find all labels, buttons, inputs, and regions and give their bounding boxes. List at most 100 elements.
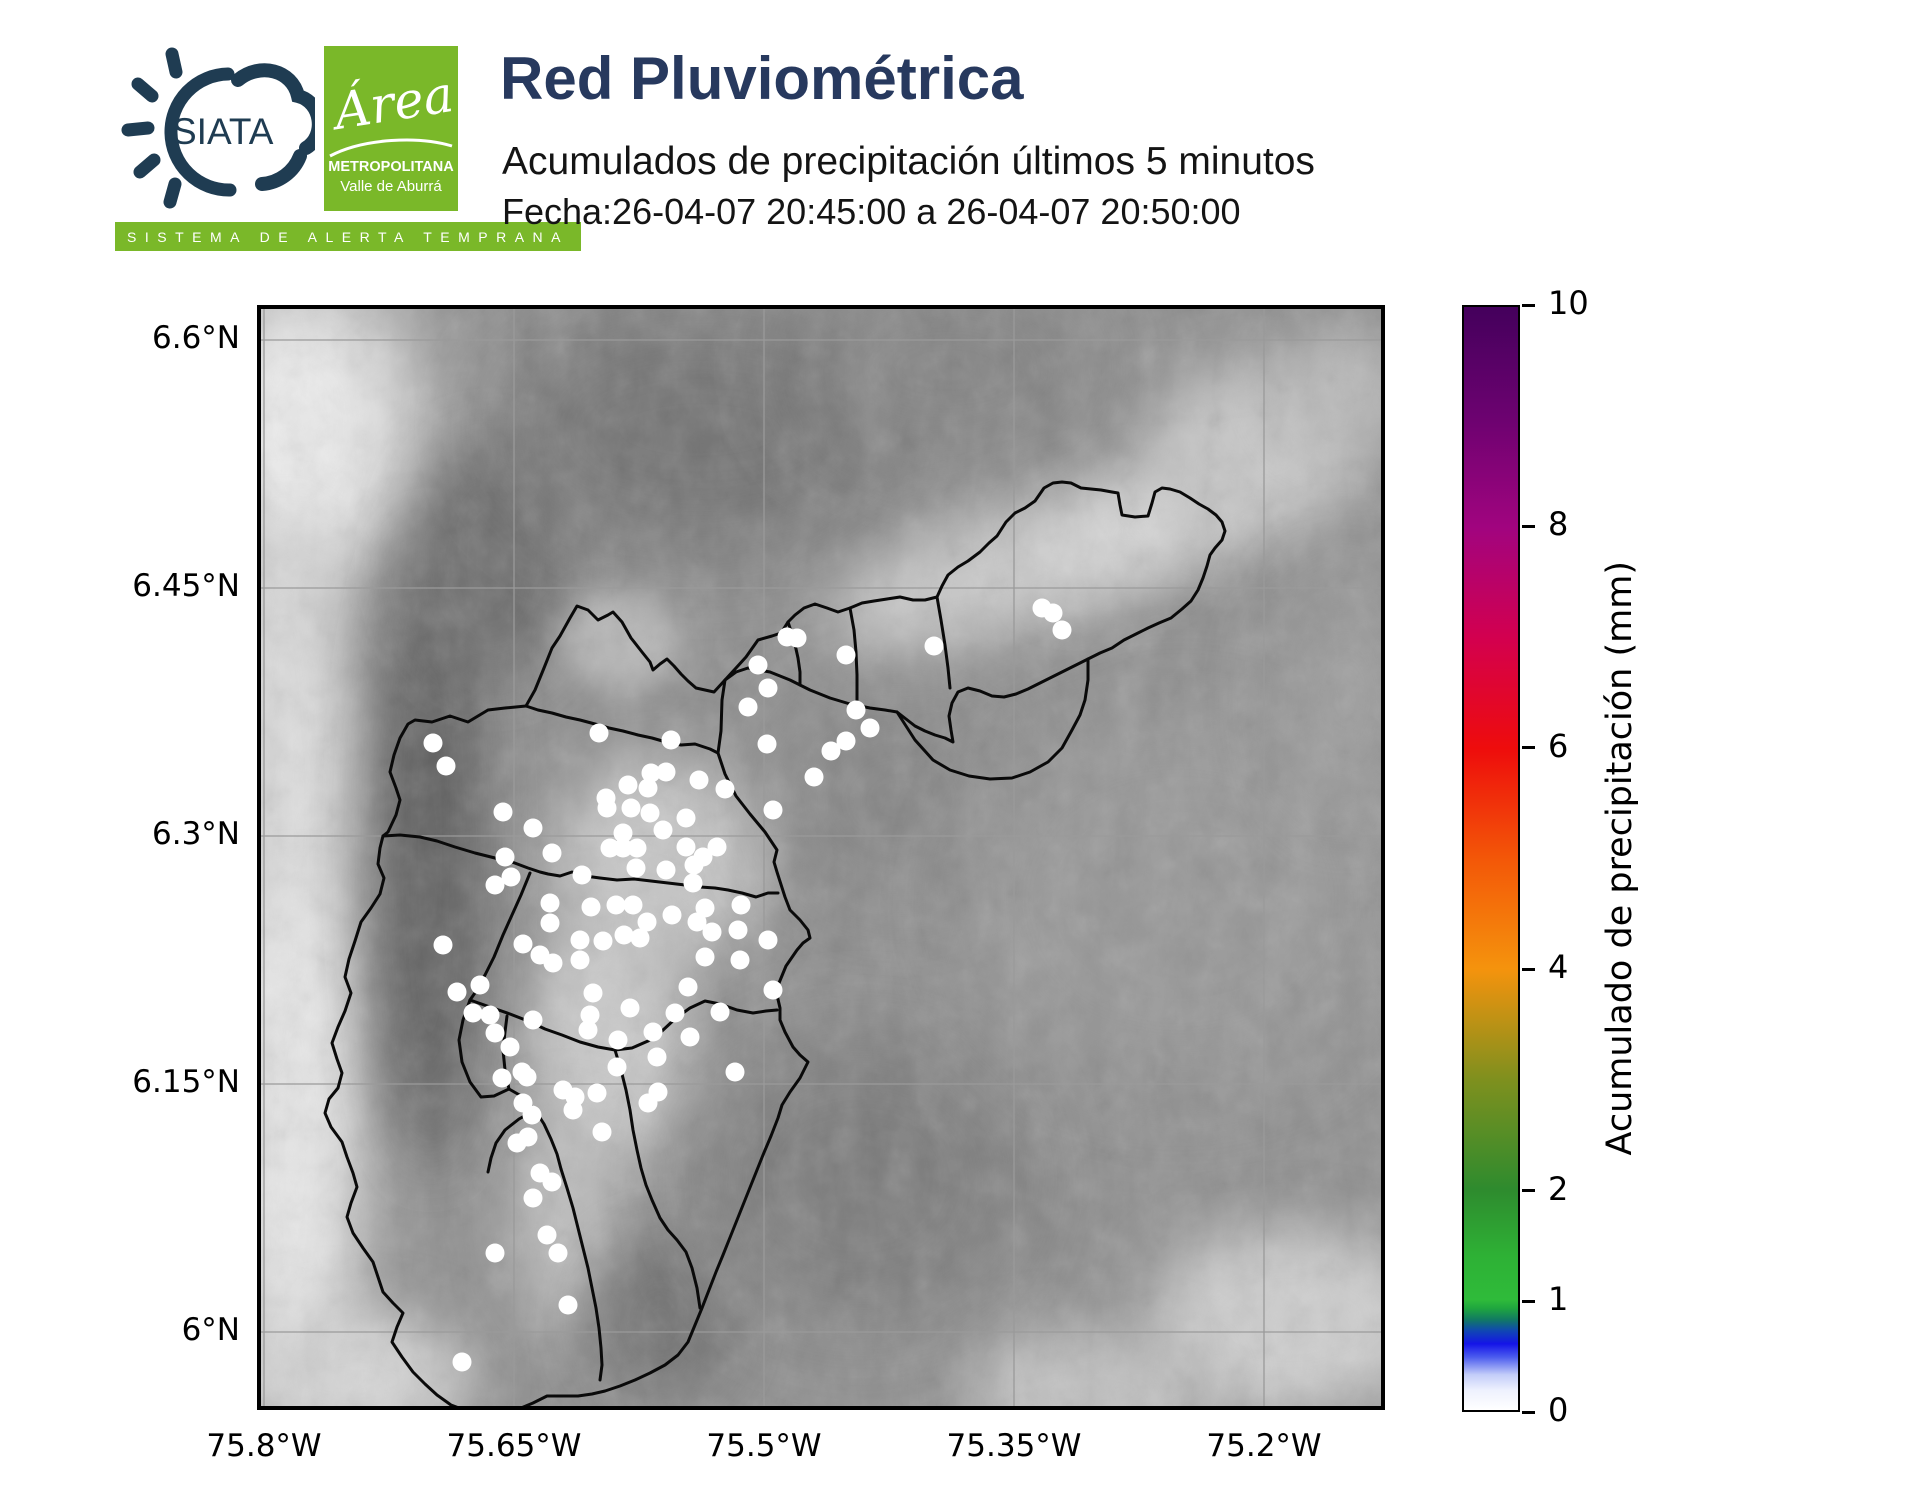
colorbar-tick-label: 0 bbox=[1548, 1391, 1569, 1429]
siata-banner: SISTEMA DE ALERTA TEMPRANA bbox=[115, 222, 581, 251]
rain-gauge-station-dot bbox=[523, 818, 543, 838]
page-subtitle: Acumulados de precipitación últimos 5 mi… bbox=[502, 140, 1315, 183]
rain-gauge-station-dot bbox=[627, 838, 647, 858]
rain-gauge-station-dot bbox=[501, 867, 521, 887]
rain-gauge-station-dot bbox=[653, 820, 673, 840]
rain-gauge-station-dot bbox=[522, 1105, 542, 1125]
rain-gauge-station-dot bbox=[758, 678, 778, 698]
rain-gauge-station-dot bbox=[485, 1023, 505, 1043]
rain-gauge-station-dot bbox=[683, 873, 703, 893]
rain-gauge-station-dot bbox=[614, 925, 634, 945]
municipality-boundary bbox=[935, 595, 952, 690]
colorbar-tick-label: 1 bbox=[1548, 1280, 1569, 1319]
rain-gauge-station-dot bbox=[1043, 603, 1063, 623]
rain-gauge-station-dot bbox=[641, 763, 661, 783]
rain-gauge-station-dot bbox=[523, 1010, 543, 1030]
rain-gauge-station-dot bbox=[846, 700, 866, 720]
page-title: Red Pluviométrica bbox=[500, 45, 1024, 112]
rain-gauge-station-dot bbox=[436, 756, 456, 776]
colorbar-tick-label: 6 bbox=[1548, 726, 1569, 765]
municipality-boundary bbox=[524, 704, 720, 755]
rain-gauge-station-dot bbox=[757, 734, 777, 754]
rain-gauge-station-dot bbox=[676, 808, 696, 828]
rain-gauge-station-dot bbox=[423, 733, 443, 753]
rain-gauge-station-dot bbox=[763, 800, 783, 820]
siata-logo: SIATA bbox=[110, 32, 326, 222]
municipality-boundary bbox=[323, 678, 812, 1410]
rain-gauge-station-dot bbox=[836, 645, 856, 665]
map-canvas bbox=[257, 305, 1385, 1410]
rain-gauge-station-dot bbox=[638, 1093, 658, 1113]
rain-gauge-station-dot bbox=[613, 838, 633, 858]
x-tick-label: 75.35°W bbox=[946, 1428, 1082, 1464]
siata-sun-cloud-icon: SIATA bbox=[121, 47, 326, 209]
x-tick-label: 75.2°W bbox=[1206, 1428, 1322, 1464]
date-range: Fecha:26-04-07 20:45:00 a 26-04-07 20:50… bbox=[502, 191, 1241, 232]
rain-gauge-station-dot bbox=[620, 998, 640, 1018]
rain-gauge-station-dot bbox=[787, 628, 807, 648]
map-frame bbox=[257, 305, 1385, 1410]
rain-gauge-station-dot bbox=[493, 802, 513, 822]
x-tick-label: 75.8°W bbox=[206, 1428, 322, 1464]
area-logo-valle: Valle de Aburrá bbox=[340, 178, 442, 195]
rain-gauge-station-dot bbox=[580, 1005, 600, 1025]
rain-gauge-station-dot bbox=[695, 898, 715, 918]
rain-gauge-station-dot bbox=[640, 803, 660, 823]
rain-gauge-station-dot bbox=[728, 920, 748, 940]
rain-gauge-station-dot bbox=[665, 1003, 685, 1023]
rain-gauge-station-dot bbox=[821, 741, 841, 761]
rain-gauge-station-dot bbox=[540, 893, 560, 913]
municipality-boundary bbox=[486, 1108, 537, 1174]
colorbar-tick-mark bbox=[1522, 1189, 1535, 1193]
rain-gauge-station-dot bbox=[678, 977, 698, 997]
y-tick-label: 6.6°N bbox=[152, 320, 240, 356]
rain-gauge-station-dot bbox=[689, 770, 709, 790]
rain-gauge-station-dot bbox=[695, 947, 715, 967]
rain-gauge-station-dot bbox=[583, 983, 603, 1003]
colorbar-tick-label: 10 bbox=[1548, 284, 1589, 322]
rain-gauge-station-dot bbox=[548, 1243, 568, 1263]
rain-gauge-station-dot bbox=[540, 913, 560, 933]
area-logo-flourish bbox=[329, 138, 453, 158]
station-dots-layer bbox=[423, 598, 1072, 1372]
municipality-boundaries-layer bbox=[323, 480, 1227, 1410]
municipality-boundary bbox=[613, 1048, 702, 1310]
y-tick-label: 6.45°N bbox=[132, 568, 240, 604]
municipality-boundary bbox=[524, 604, 727, 708]
x-tick-label: 75.65°W bbox=[446, 1428, 582, 1464]
rain-gauge-station-dot bbox=[600, 838, 620, 858]
municipality-boundary bbox=[559, 1167, 604, 1382]
rain-gauge-station-dot bbox=[570, 930, 590, 950]
area-metropolitana-logo: Área METROPOLITANA Valle de Aburrá bbox=[324, 46, 458, 211]
municipality-boundary bbox=[457, 998, 563, 1171]
rain-gauge-station-dot bbox=[661, 730, 681, 750]
rain-gauge-station-dot bbox=[630, 928, 650, 948]
rain-gauge-station-dot bbox=[680, 1027, 700, 1047]
rain-gauge-station-dot bbox=[643, 1022, 663, 1042]
terrain-layer bbox=[257, 305, 1385, 1410]
rain-gauge-station-dot bbox=[507, 1133, 527, 1153]
colorbar-tick-mark bbox=[1522, 524, 1535, 528]
colorbar-tick-label: 2 bbox=[1548, 1169, 1569, 1208]
y-tick-label: 6°N bbox=[181, 1312, 240, 1348]
siata-logo-text: SIATA bbox=[172, 111, 274, 152]
rain-gauge-station-dot bbox=[618, 775, 638, 795]
rain-gauge-station-dot bbox=[613, 823, 633, 843]
rain-gauge-station-dot bbox=[517, 1067, 537, 1087]
rain-gauge-station-dot bbox=[593, 931, 613, 951]
area-logo-script: Área bbox=[330, 65, 458, 141]
rain-gauge-station-dot bbox=[710, 1002, 730, 1022]
rain-gauge-station-dot bbox=[1052, 620, 1072, 640]
rain-gauge-station-dot bbox=[537, 1225, 557, 1245]
rain-gauge-station-dot bbox=[758, 930, 778, 950]
rain-gauge-station-dot bbox=[924, 636, 944, 656]
rain-gauge-station-dot bbox=[523, 1188, 543, 1208]
colorbar-tick-mark bbox=[1522, 303, 1535, 307]
colorbar-axis-label: Acumulado de precipitación (mm) bbox=[1594, 305, 1646, 1412]
rain-gauge-station-dot bbox=[676, 837, 696, 857]
rain-gauge-station-dot bbox=[684, 855, 704, 875]
graticule-layer bbox=[257, 305, 1385, 1410]
rain-gauge-station-dot bbox=[638, 778, 658, 798]
rain-gauge-station-dot bbox=[607, 1057, 627, 1077]
rain-gauge-station-dot bbox=[860, 718, 880, 738]
